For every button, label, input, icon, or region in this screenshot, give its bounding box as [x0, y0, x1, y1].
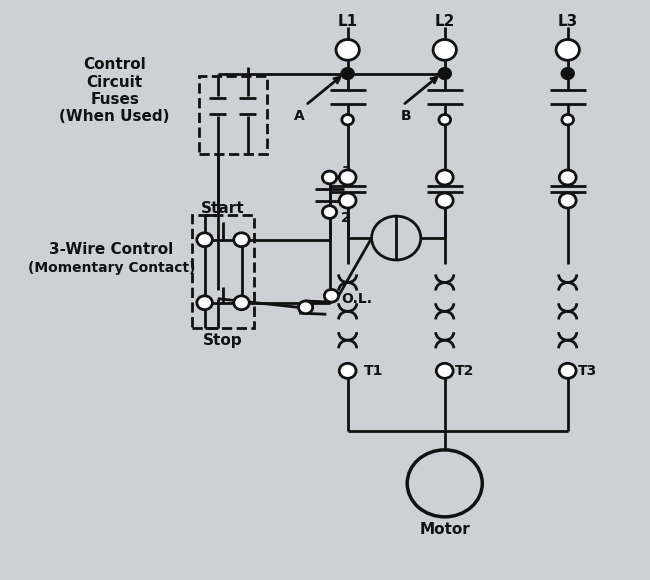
Circle shape [559, 170, 576, 185]
Circle shape [234, 296, 249, 310]
Circle shape [322, 206, 337, 219]
Text: 3: 3 [341, 165, 351, 179]
Circle shape [339, 193, 356, 208]
Text: T2: T2 [454, 364, 474, 378]
Circle shape [322, 171, 337, 184]
Circle shape [433, 39, 456, 60]
Text: Start: Start [202, 201, 245, 216]
Circle shape [562, 68, 573, 79]
Text: (Momentary Contact): (Momentary Contact) [28, 261, 195, 275]
Text: Circuit: Circuit [86, 75, 143, 90]
Circle shape [324, 289, 339, 302]
Text: L1: L1 [337, 14, 358, 29]
Bar [192, 215, 254, 328]
Text: Fuses: Fuses [90, 92, 139, 107]
Circle shape [562, 114, 573, 125]
Circle shape [439, 114, 450, 125]
Circle shape [234, 233, 249, 246]
Text: Stop: Stop [203, 333, 243, 348]
Text: O.L.: O.L. [341, 292, 372, 306]
Text: 2: 2 [341, 211, 351, 225]
Circle shape [559, 363, 576, 378]
Circle shape [407, 450, 482, 517]
Text: (When Used): (When Used) [59, 110, 170, 124]
Circle shape [298, 301, 313, 314]
Text: L2: L2 [435, 14, 455, 29]
Circle shape [342, 114, 354, 125]
Text: A: A [294, 108, 304, 123]
Circle shape [556, 39, 579, 60]
Circle shape [372, 216, 421, 260]
Circle shape [197, 233, 213, 246]
Text: B: B [400, 108, 411, 123]
Circle shape [339, 170, 356, 185]
Text: T3: T3 [577, 364, 597, 378]
Circle shape [436, 363, 453, 378]
Circle shape [439, 68, 450, 79]
Text: L3: L3 [558, 14, 578, 29]
Circle shape [559, 193, 576, 208]
Text: T1: T1 [364, 364, 384, 378]
Text: 3-Wire Control: 3-Wire Control [49, 242, 174, 257]
Circle shape [342, 68, 354, 79]
Circle shape [436, 170, 453, 185]
Circle shape [197, 296, 213, 310]
Circle shape [436, 193, 453, 208]
Text: Control: Control [83, 57, 146, 72]
Circle shape [336, 39, 359, 60]
Text: Motor: Motor [419, 522, 470, 537]
Circle shape [339, 363, 356, 378]
Bar [199, 77, 266, 154]
